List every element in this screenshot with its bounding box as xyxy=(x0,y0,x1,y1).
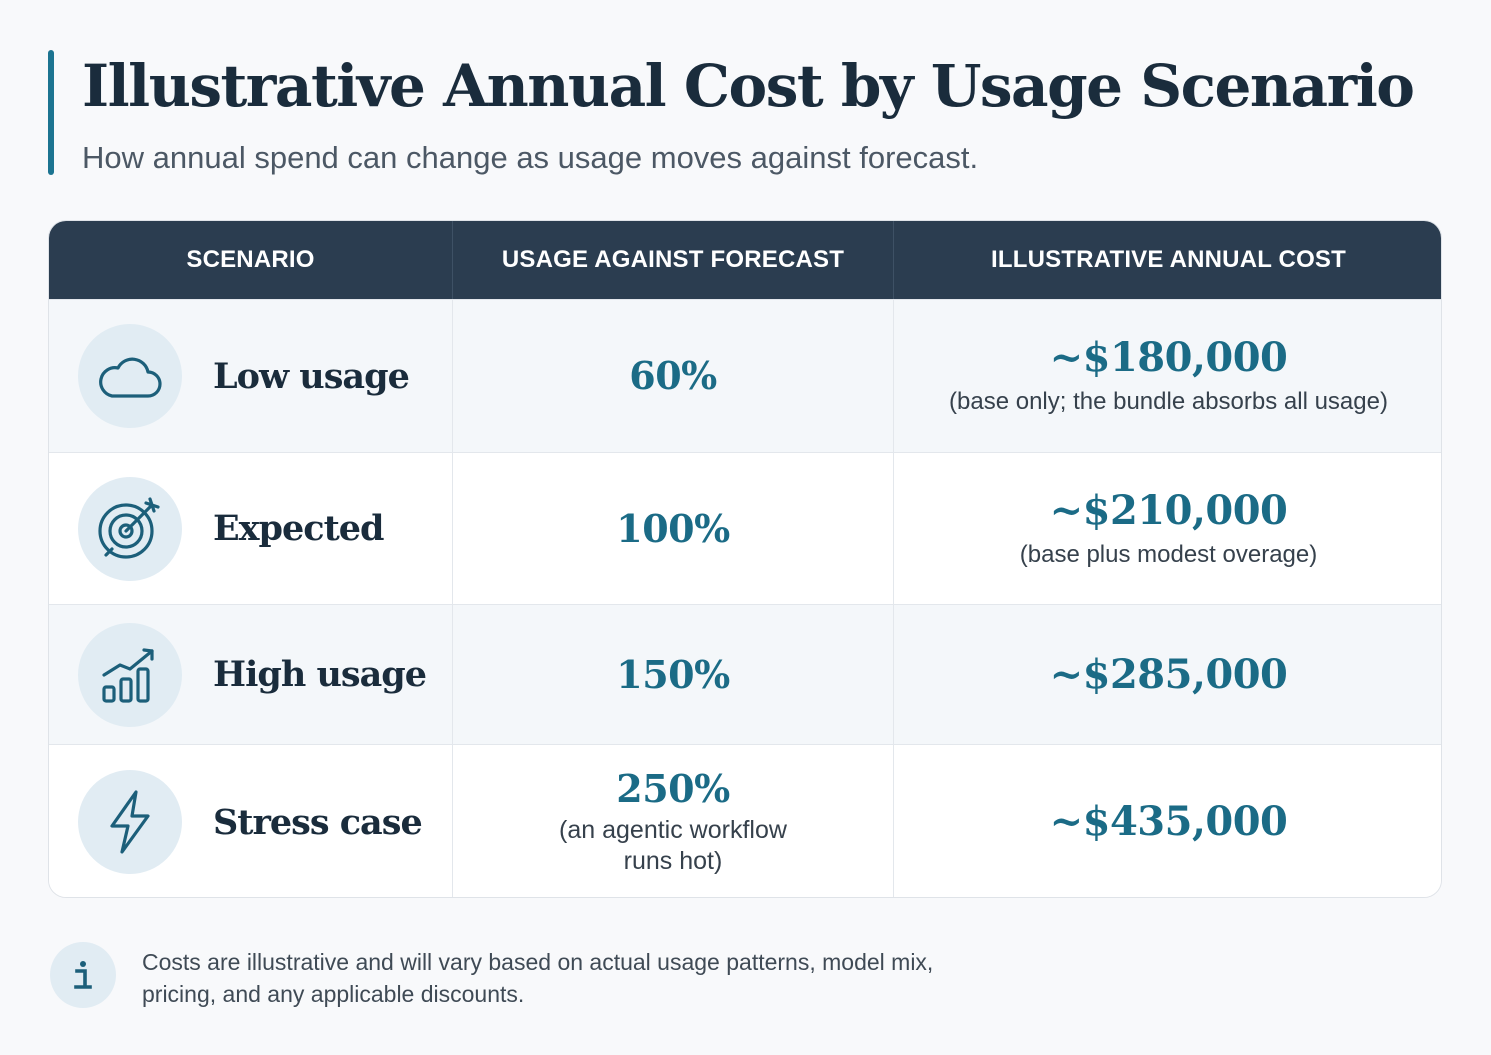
usage-cell: 150% xyxy=(453,605,894,744)
table-row: High usage 150% ~$285,000 xyxy=(49,604,1441,744)
scenario-name: Stress case xyxy=(213,801,423,843)
info-icon xyxy=(50,942,116,1008)
usage-value: 60% xyxy=(629,353,717,398)
scenario-cell: High usage xyxy=(49,605,453,744)
usage-cell: 100% xyxy=(453,453,894,604)
scenario-cell: Stress case xyxy=(49,745,453,897)
cost-value: ~$435,000 xyxy=(1049,798,1288,845)
cost-value: ~$180,000 xyxy=(1049,334,1288,381)
cost-cell: ~$285,000 xyxy=(894,605,1441,744)
column-header-scenario: SCENARIO xyxy=(49,221,453,299)
footnote-text: Costs are illustrative and will vary bas… xyxy=(142,949,934,1007)
scenario-name: Expected xyxy=(213,508,385,549)
usage-note: (an agentic workflow runs hot) xyxy=(559,816,787,875)
scenario-cell: Expected xyxy=(49,453,453,604)
usage-cell: 60% xyxy=(453,300,894,452)
title-accent-bar xyxy=(48,50,54,175)
scenario-name: Low usage xyxy=(213,355,410,397)
cloud-icon xyxy=(78,324,182,428)
cost-value: ~$285,000 xyxy=(1049,650,1288,698)
trending-bar-chart-icon xyxy=(78,622,182,727)
page-title: Illustrative Annual Cost by Usage Scenar… xyxy=(82,52,1415,120)
column-header-cost: ILLUSTRATIVE ANNUAL COST xyxy=(990,246,1346,273)
page-header: Illustrative Annual Cost by Usage Scenar… xyxy=(48,50,1415,175)
usage-cell: 250% (an agentic workflow runs hot) xyxy=(453,745,894,897)
cost-note: (base only; the bundle absorbs all usage… xyxy=(949,388,1388,415)
column-header-usage: USAGE AGAINST FORECAST xyxy=(453,221,894,299)
usage-value: 100% xyxy=(616,505,730,551)
cost-cell: ~$180,000 (base only; the bundle absorbs… xyxy=(894,300,1441,452)
cost-cell: ~$210,000 (base plus modest overage) xyxy=(894,453,1441,604)
lightning-bolt-icon xyxy=(78,770,182,874)
target-icon xyxy=(78,476,182,581)
table-row: Expected 100% ~$210,000 (base plus modes… xyxy=(49,452,1441,604)
table-row: Stress case 250% (an agentic workflow ru… xyxy=(49,744,1441,897)
table-row: Low usage 60% ~$180,000 (base only; the … xyxy=(49,299,1441,452)
scenario-cost-table: SCENARIO USAGE AGAINST FORECAST ILLUSTRA… xyxy=(48,220,1442,898)
scenario-name: High usage xyxy=(213,654,427,695)
page-subtitle: How annual spend can change as usage mov… xyxy=(82,140,979,175)
usage-value: 150% xyxy=(616,651,730,697)
table-header-row: SCENARIO USAGE AGAINST FORECAST ILLUSTRA… xyxy=(49,221,1441,299)
usage-value: 250% xyxy=(616,766,730,811)
cost-value: ~$210,000 xyxy=(1049,486,1288,534)
cost-cell: ~$435,000 xyxy=(894,745,1441,897)
cost-note: (base plus modest overage) xyxy=(1019,540,1318,568)
scenario-cell: Low usage xyxy=(49,300,453,452)
footnote: Costs are illustrative and will vary bas… xyxy=(48,942,1048,1014)
